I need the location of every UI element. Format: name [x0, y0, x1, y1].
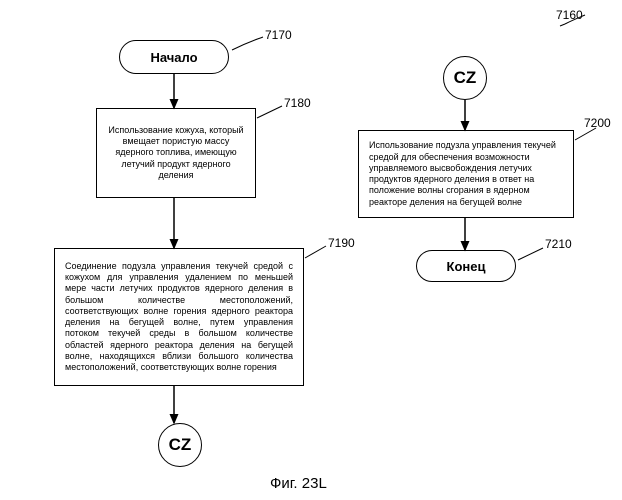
process-7190-text: Соединение подузла управления текучей ср…: [65, 261, 293, 374]
process-7190: Соединение подузла управления текучей ср…: [54, 248, 304, 386]
end-terminator: Конец: [416, 250, 516, 282]
connector-cz-top-text: CZ: [454, 68, 477, 88]
connector-cz-top: CZ: [443, 56, 487, 100]
process-7200: Использование подузла управления текучей…: [358, 130, 574, 218]
ref-7210: 7210: [545, 237, 572, 251]
process-7200-text: Использование подузла управления текучей…: [369, 140, 563, 208]
start-label: Начало: [150, 50, 197, 65]
figure-caption: Фиг. 23L: [270, 475, 327, 492]
process-7180-text: Использование кожуха, который вмещает по…: [107, 125, 245, 181]
diagram-canvas: Начало Использование кожуха, который вме…: [0, 0, 622, 500]
ref-7160: 7160: [556, 8, 583, 22]
connector-cz-bottom-text: CZ: [169, 435, 192, 455]
start-terminator: Начало: [119, 40, 229, 74]
ref-7190: 7190: [328, 236, 355, 250]
connector-cz-bottom: CZ: [158, 423, 202, 467]
ref-7180: 7180: [284, 96, 311, 110]
process-7180: Использование кожуха, который вмещает по…: [96, 108, 256, 198]
ref-7200: 7200: [584, 116, 611, 130]
end-label: Конец: [447, 259, 486, 274]
ref-7170: 7170: [265, 28, 292, 42]
